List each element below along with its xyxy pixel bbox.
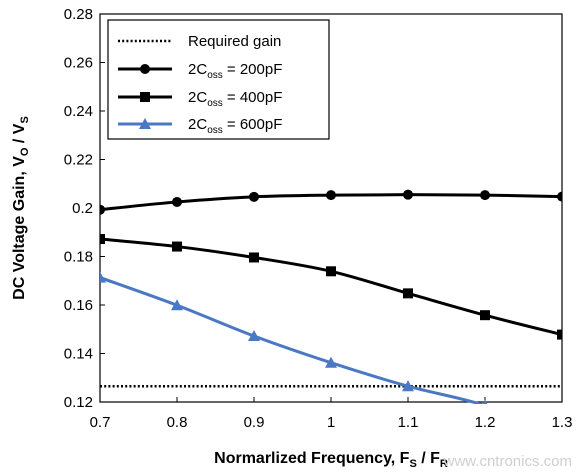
data-point — [480, 310, 490, 321]
data-point — [249, 252, 259, 263]
legend-label: 2Coss = 400pF — [188, 89, 282, 109]
data-point — [402, 380, 414, 392]
series-layer — [100, 189, 562, 404]
data-point — [557, 191, 562, 202]
legend-entry-2: 2Coss = 400pF — [118, 89, 282, 109]
series-line — [100, 237, 562, 337]
legend-label: 2Coss = 600pF — [188, 116, 282, 136]
y-tick-label: 0.2 — [72, 200, 93, 217]
data-point — [172, 241, 182, 252]
legend-label-post: = 600pF — [223, 116, 283, 133]
y-axis-ticks: 0.12 0.14 0.16 0.18 0.2 0.22 0.24 0.26 0.28 — [64, 6, 105, 411]
data-point — [249, 191, 259, 202]
x-tick-label: 0.8 — [167, 414, 188, 431]
x-axis-title-main: Normarlized Frequency, F — [214, 450, 410, 467]
data-point — [325, 356, 337, 368]
data-point — [326, 266, 336, 277]
x-tick-label: 0.7 — [90, 414, 111, 431]
y-axis-title-sub2: S — [19, 116, 31, 123]
y-axis-title-main: DC Voltage Gain, V — [11, 156, 28, 300]
legend-entry-3: 2Coss = 600pF — [118, 116, 282, 136]
legend-label-pre: 2C — [188, 89, 207, 106]
series-3 — [100, 271, 488, 404]
data-point — [403, 189, 413, 200]
legend-label-sub: oss — [207, 98, 223, 109]
data-point — [482, 399, 488, 404]
y-tick-label: 0.16 — [64, 297, 93, 314]
x-axis-title: Normarlized Frequency, FS / FR — [214, 450, 448, 470]
y-tick-label: 0.14 — [64, 346, 93, 363]
data-point — [403, 288, 413, 299]
x-tick-label: 1 — [327, 414, 335, 431]
data-point — [100, 204, 105, 215]
y-tick-label: 0.18 — [64, 249, 93, 266]
legend-label: 2Coss = 200pF — [188, 61, 282, 81]
x-tick-label: 1.1 — [398, 414, 419, 431]
x-tick-label: 0.9 — [244, 414, 265, 431]
data-point — [139, 118, 151, 129]
data-point — [557, 329, 562, 340]
series-1 — [100, 189, 562, 215]
x-tick-label: 1.2 — [475, 414, 496, 431]
legend-label-post: = 400pF — [223, 89, 283, 106]
x-axis-title-sub2: R — [440, 458, 448, 470]
data-point — [480, 190, 490, 201]
legend-label-post: = 200pF — [223, 61, 283, 78]
legend-label-sub: oss — [207, 125, 223, 136]
y-tick-label: 0.28 — [64, 6, 93, 23]
x-axis-title-mid: / F — [417, 450, 440, 467]
y-axis-title: DC Voltage Gain, VO / VS — [11, 116, 31, 300]
x-tick-label: 1.3 — [552, 414, 573, 431]
data-point — [140, 64, 150, 74]
legend-entry-1: 2Coss = 200pF — [118, 61, 282, 81]
y-axis-title-sub1: O — [19, 147, 31, 156]
data-point — [100, 271, 106, 283]
y-tick-label: 0.12 — [64, 394, 93, 411]
legend-label-pre: 2C — [188, 61, 207, 78]
legend-label-sub: oss — [207, 70, 223, 81]
data-point — [171, 299, 183, 311]
series-2 — [100, 234, 562, 340]
watermark: www.cntronics.com — [443, 453, 572, 470]
data-point — [100, 234, 105, 245]
x-axis-title-sub1: S — [409, 458, 416, 470]
data-point — [172, 196, 182, 207]
legend-required-gain-label: Required gain — [188, 33, 281, 50]
data-point — [326, 190, 336, 201]
y-tick-label: 0.24 — [64, 103, 93, 120]
data-point — [248, 330, 260, 342]
y-tick-label: 0.26 — [64, 55, 93, 72]
data-point — [140, 92, 150, 102]
legend-label-pre: 2C — [188, 116, 207, 133]
y-axis-title-mid: / V — [11, 123, 28, 147]
y-tick-label: 0.22 — [64, 152, 93, 169]
x-axis-ticks: 0.7 0.8 0.9 1 1.1 1.2 1.3 — [90, 397, 573, 431]
